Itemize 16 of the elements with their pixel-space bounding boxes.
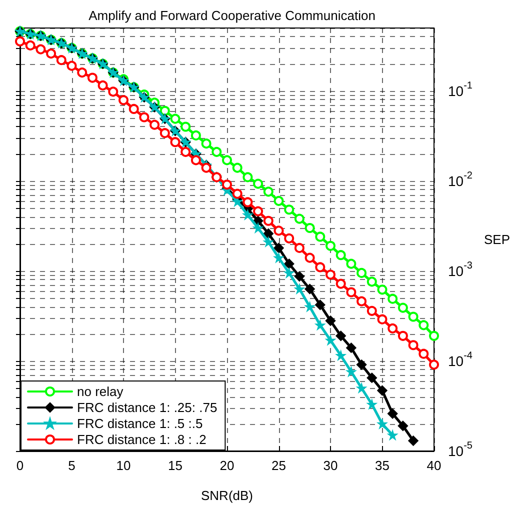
x-tick-label: 5 [68, 458, 76, 473]
legend-label: FRC distance 1: .5 :.5 [77, 416, 203, 431]
x-tick-label: 20 [220, 458, 234, 473]
x-tick-label: 35 [375, 458, 390, 473]
x-tick-label: 30 [323, 458, 338, 473]
y-axis-title: SEP [484, 232, 510, 247]
x-axis-title: SNR(dB) [200, 488, 254, 503]
x-tick-label: 25 [272, 458, 286, 473]
chart-title: Amplify and Forward Cooperative Communication [88, 8, 376, 23]
x-tick-label: 10 [116, 458, 131, 473]
x-tick-label: 15 [168, 458, 182, 473]
legend-label: FRC distance 1: .25: .75 [77, 400, 218, 415]
x-tick-label: 0 [16, 458, 24, 473]
legend-label: no relay [77, 384, 124, 399]
legend-label: FRC distance 1: .8 : .2 [77, 432, 206, 447]
x-tick-label: 40 [426, 458, 442, 473]
